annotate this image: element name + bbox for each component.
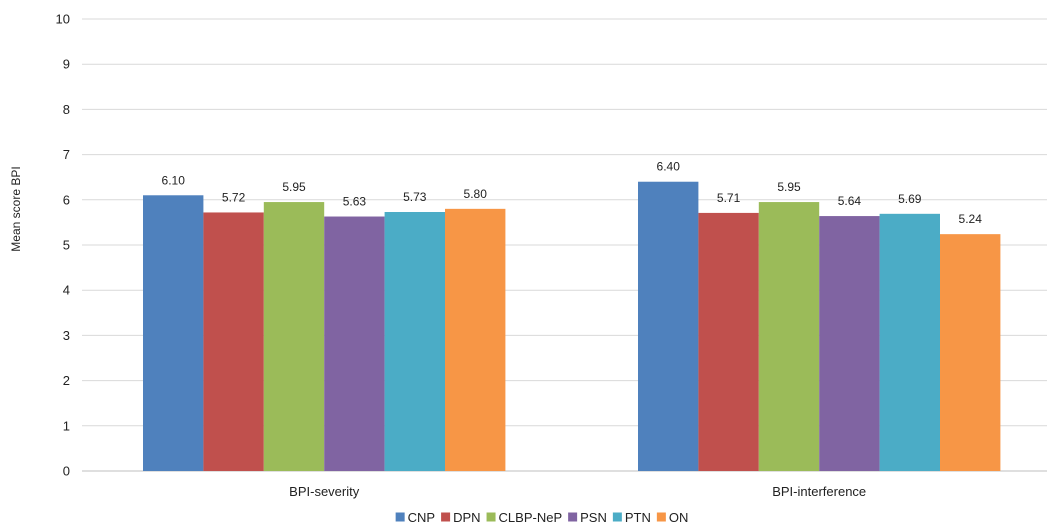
legend-label: ON <box>669 510 689 525</box>
data-label: 5.95 <box>777 180 801 194</box>
legend-swatch <box>656 512 666 522</box>
data-label: 5.64 <box>838 194 862 208</box>
bar-on-interference <box>940 234 1001 471</box>
legend-swatch <box>395 512 405 522</box>
legend-swatch <box>568 512 578 522</box>
bar-dpn-interference <box>698 212 759 471</box>
data-label: 6.10 <box>162 173 186 187</box>
y-tick-label: 3 <box>63 328 70 343</box>
data-label: 5.24 <box>959 212 983 226</box>
data-label: 5.73 <box>403 190 427 204</box>
data-label: 5.95 <box>282 180 306 194</box>
y-tick-label: 4 <box>63 283 70 298</box>
legend-label: CLBP-NeP <box>499 510 563 525</box>
bar-cnp-severity <box>143 195 204 471</box>
data-label: 5.69 <box>898 192 922 206</box>
legend-label: DPN <box>453 510 480 525</box>
legend-swatch <box>441 512 451 522</box>
data-label: 5.71 <box>717 191 741 205</box>
x-axis-categories: BPI-severity BPI-interference <box>289 484 866 499</box>
category-label: BPI-interference <box>772 484 866 499</box>
legend-swatch <box>612 512 622 522</box>
bar-on-severity <box>445 208 506 471</box>
legend-label: PTN <box>625 510 651 525</box>
y-tick-label: 6 <box>63 192 70 207</box>
y-axis-ticks: 0 1 2 3 4 5 6 7 8 9 10 <box>56 12 70 479</box>
y-tick-label: 8 <box>63 102 70 117</box>
data-label: 6.40 <box>657 160 681 174</box>
bars <box>143 181 1001 471</box>
bar-psn-severity <box>324 216 385 471</box>
legend-label: CNP <box>408 510 435 525</box>
bar-dpn-severity <box>203 212 264 471</box>
bar-psn-interference <box>819 216 880 471</box>
bar-ptn-severity <box>384 212 445 471</box>
legend-swatch <box>486 512 496 522</box>
y-axis-title: Mean score BPI <box>9 166 23 251</box>
legend-label: PSN <box>580 510 607 525</box>
y-tick-label: 5 <box>63 238 70 253</box>
bar-ptn-interference <box>879 213 940 471</box>
data-label: 5.72 <box>222 190 246 204</box>
data-labels: 6.10 5.72 5.95 5.63 5.73 5.80 6.40 5.71 5.95 5.64… <box>162 160 983 226</box>
y-tick-label: 10 <box>56 12 70 27</box>
y-tick-label: 7 <box>63 147 70 162</box>
y-tick-label: 1 <box>63 418 70 433</box>
category-label: BPI-severity <box>289 484 360 499</box>
bar-cnp-interference <box>638 181 699 471</box>
bar-clbp-nep-interference <box>758 202 820 471</box>
data-label: 5.63 <box>343 195 367 209</box>
y-tick-label: 9 <box>63 57 70 72</box>
legend: CNP DPN CLBP-NeP PSN PTN ON <box>395 510 689 525</box>
y-tick-label: 2 <box>63 373 70 388</box>
y-tick-label: 0 <box>63 464 70 479</box>
bar-clbp-nep-severity <box>263 202 325 471</box>
data-label: 5.80 <box>464 187 488 201</box>
